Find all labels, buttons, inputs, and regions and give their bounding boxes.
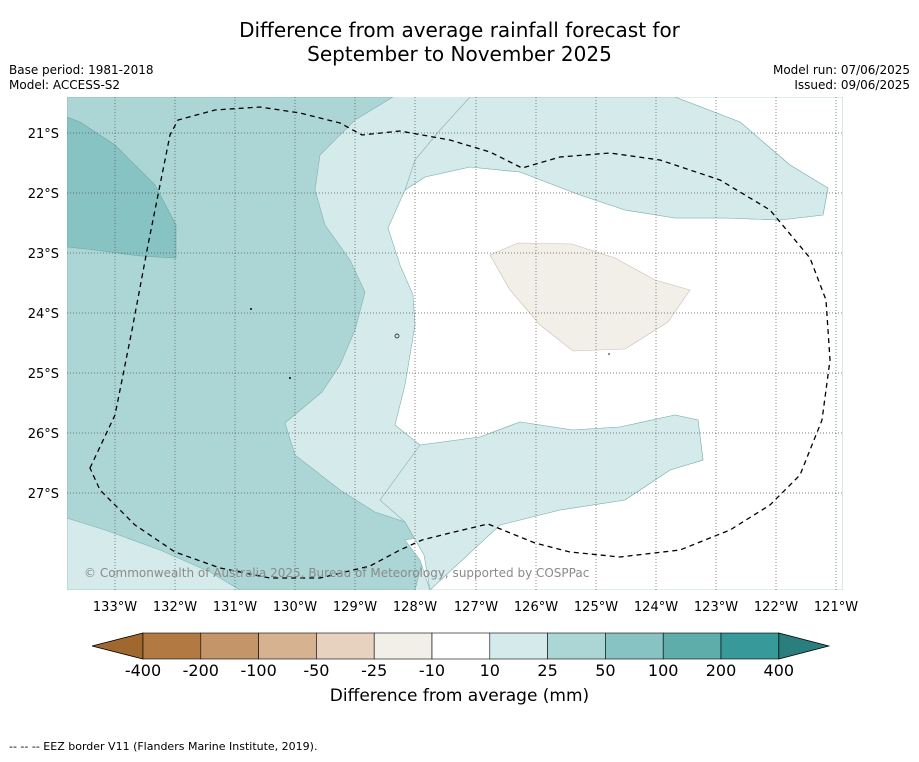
colorbar-title: Difference from average (mm) [329, 686, 590, 706]
colorbar-swatch [431, 632, 491, 660]
lon-label: 124°W [634, 600, 678, 615]
colorbar-swatch [720, 632, 780, 660]
lat-label: 27°S [28, 487, 59, 502]
lat-label: 22°S [28, 187, 59, 202]
colorbar-swatch [605, 632, 664, 660]
colorbar-swatch [200, 632, 259, 660]
lon-label: 129°W [333, 600, 377, 615]
colorbar-tick-label: -400 [125, 661, 161, 680]
colorbar-tick-label: 400 [764, 661, 795, 680]
title-line-2: September to November 2025 [307, 42, 612, 66]
colorbar-tick-label: -50 [303, 661, 329, 680]
colorbar-tick-label: 200 [706, 661, 737, 680]
contour-10-25-lower [67, 517, 241, 590]
meta-right: Model run: 07/06/2025 Issued: 09/06/2025 [773, 63, 910, 93]
lon-label: 123°W [694, 600, 738, 615]
colorbar-tick-label: -200 [183, 661, 219, 680]
lon-labels: 133°W 132°W 131°W 130°W 129°W 128°W 127°… [93, 600, 858, 615]
lat-label: 24°S [28, 307, 59, 322]
lon-label: 125°W [574, 600, 618, 615]
contour-10-25-lower-mid [379, 414, 704, 590]
colorbar-swatch [142, 632, 202, 660]
lat-label: 25°S [28, 367, 59, 382]
lon-label: 122°W [754, 600, 798, 615]
colorbar-tick-label: 100 [648, 661, 679, 680]
base-period: Base period: 1981-2018 [9, 63, 154, 77]
lon-label: 130°W [273, 600, 317, 615]
colorbar-tick-label: 25 [537, 661, 557, 680]
lat-label: 23°S [28, 247, 59, 262]
colorbar-tick-label: 50 [595, 661, 615, 680]
lat-labels: 21°S 22°S 23°S 24°S 25°S 26°S 27°S [28, 127, 59, 502]
meta-left: Base period: 1981-2018 Model: ACCESS-S2 [9, 63, 154, 93]
colorbar-tick-label: -100 [240, 661, 276, 680]
colorbar-swatch [662, 632, 722, 660]
footer-note: -- -- -- EEZ border V11 (Flanders Marine… [9, 740, 318, 753]
lat-label: 26°S [28, 427, 59, 442]
lon-label: 132°W [153, 600, 197, 615]
contour-negative-10-25 [489, 242, 691, 352]
colorbar-swatch [316, 632, 375, 660]
lon-label: 126°W [514, 600, 558, 615]
contour-50-100 [67, 116, 177, 259]
title-line-1: Difference from average rainfall forecas… [239, 18, 680, 42]
eez-border [89, 106, 831, 579]
lon-label: 131°W [213, 600, 257, 615]
colorbar-swatch [547, 632, 606, 660]
lon-label: 133°W [93, 600, 137, 615]
colorbar-tick-label: 10 [480, 661, 500, 680]
colorbar-tick-label: -10 [419, 661, 445, 680]
island-marker [289, 377, 291, 379]
colorbar-swatch [489, 632, 548, 660]
chart-title: Difference from average rainfall forecas… [0, 18, 919, 66]
colorbar-swatch [258, 632, 317, 660]
colorbar-tick-label: -25 [361, 661, 387, 680]
colorbar-swatch [373, 632, 433, 660]
lon-label: 121°W [814, 600, 858, 615]
contour-10-25-upper-right [404, 97, 829, 221]
lon-label: 127°W [454, 600, 498, 615]
model-run: Model run: 07/06/2025 [772, 63, 910, 77]
copyright-text: © Commonwealth of Australia 2025, Bureau… [84, 566, 589, 580]
map-contours [67, 97, 843, 590]
island-marker [394, 333, 400, 339]
lat-label: 21°S [28, 127, 59, 142]
gridlines [67, 97, 843, 590]
colorbar-extend-high [778, 632, 831, 660]
issued-date: Issued: 09/06/2025 [794, 78, 910, 92]
island-marker [250, 308, 252, 310]
colorbar-extend-low [91, 632, 144, 660]
island-marker [608, 353, 610, 355]
model-name: Model: ACCESS-S2 [9, 78, 121, 92]
lon-label: 128°W [393, 600, 437, 615]
colorbar: -400 -200 -100 -50 -25 -10 10 25 50 100 200 400 [91, 632, 831, 680]
